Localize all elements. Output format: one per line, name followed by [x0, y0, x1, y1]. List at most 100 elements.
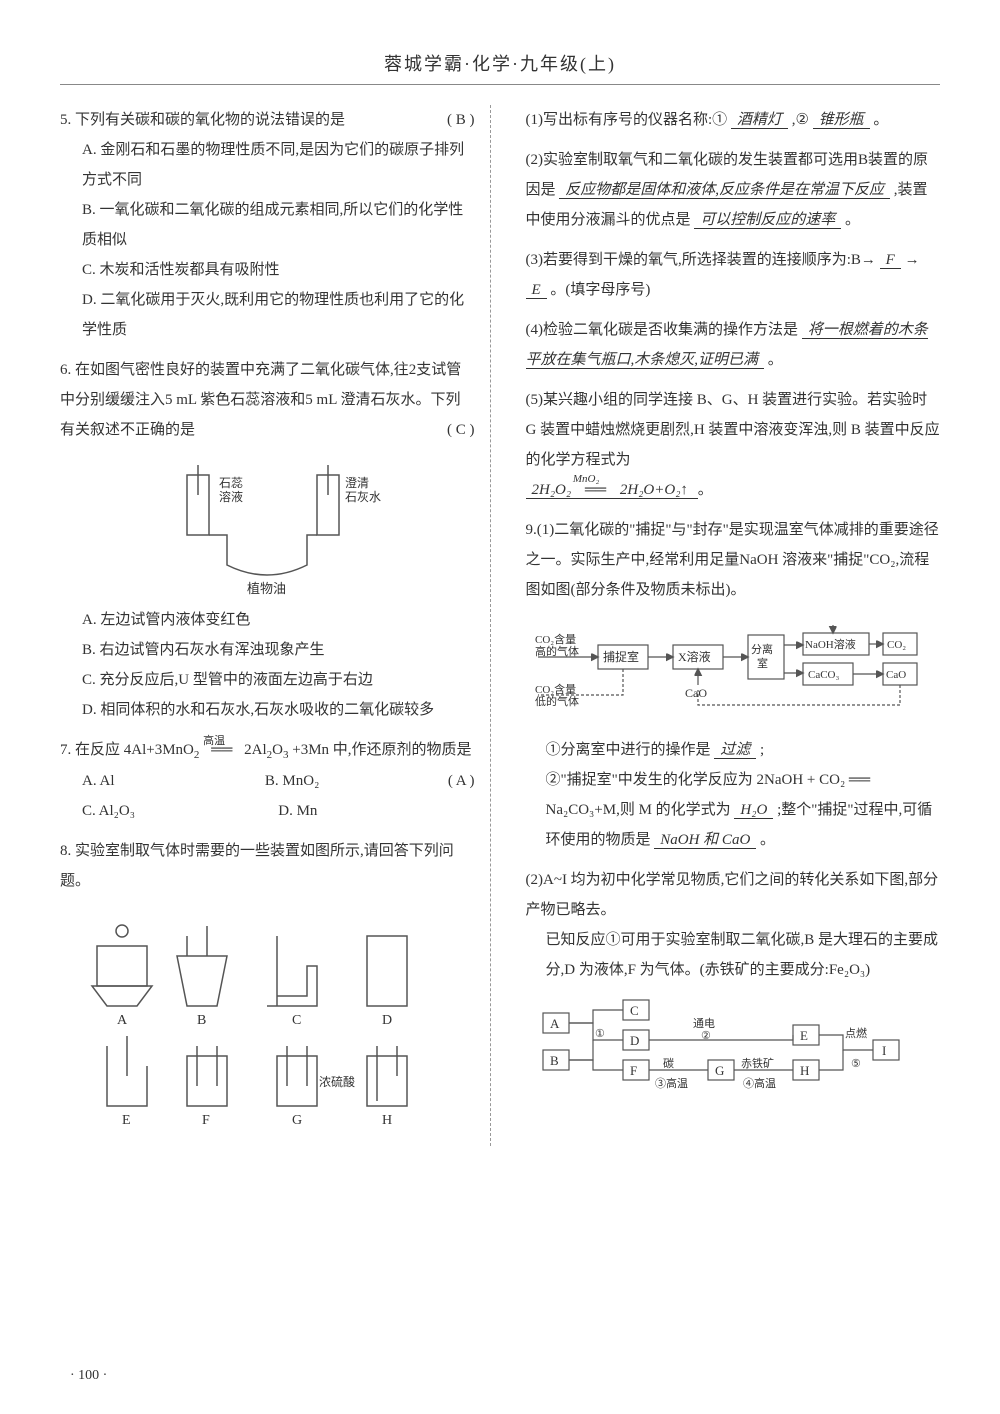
q8-2-ans1: 反应物都是固体和液体,反应条件是在常温下反应: [559, 182, 890, 199]
q9-1-sub1-end: ;: [760, 742, 764, 758]
svg-text:植物油: 植物油: [247, 581, 286, 595]
question-8: 8. 实验室制取气体时需要的一些装置如图所示,请回答下列问题。: [60, 836, 475, 1136]
svg-text:D: D: [630, 1033, 639, 1048]
header-rule: [60, 84, 940, 85]
q8-5-text: (5)某兴趣小组的同学连接 B、G、H 装置进行实验。若实验时 G 装置中蜡烛燃…: [526, 392, 940, 468]
q8-1-ans2: 锥形瓶: [813, 112, 870, 129]
svg-text:室: 室: [757, 656, 768, 670]
svg-text:CO₂含量: CO₂含量: [535, 682, 576, 696]
svg-text:H: H: [382, 1113, 392, 1128]
q7-stem-mid: 2Al: [244, 742, 267, 758]
svg-text:CaO: CaO: [886, 669, 906, 681]
q6-optA: A. 左边试管内液体变红色: [60, 605, 475, 635]
svg-text:I: I: [882, 1043, 886, 1058]
q5-optB: B. 一氧化碳和二氧化碳的组成元素相同,所以它们的化学性质相似: [60, 195, 475, 255]
q8-3-ans2: E: [526, 282, 547, 299]
q8-sub2: (2)实验室制取氧气和二氧化碳的发生装置都可选用B装置的原因是 反应物都是固体和…: [526, 145, 941, 235]
q8-2-end: 。: [845, 212, 860, 228]
svg-text:CaO: CaO: [685, 686, 707, 700]
q7-stem-pre: 7. 在反应 4Al+3MnO: [60, 742, 194, 758]
q8-stem: 8. 实验室制取气体时需要的一些装置如图所示,请回答下列问题。: [60, 836, 475, 896]
q8-3-ans1: F: [880, 252, 901, 269]
svg-text:浓硫酸: 浓硫酸: [319, 1074, 355, 1089]
q7-optC: C. Al₂O₃: [82, 796, 278, 826]
right-column: (1)写出标有序号的仪器名称:① 酒精灯 ,② 锥形瓶 。 (2)实验室制取氧气…: [521, 105, 941, 1146]
svg-text:②: ②: [701, 1030, 711, 1042]
q8-sub5: (5)某兴趣小组的同学连接 B、G、H 装置进行实验。若实验时 G 装置中蜡烛燃…: [526, 385, 941, 505]
svg-text:①: ①: [595, 1028, 605, 1040]
svg-text:A: A: [550, 1016, 560, 1031]
svg-text:溶液: 溶液: [219, 489, 243, 504]
svg-text:低的气体: 低的气体: [535, 694, 579, 708]
q7-optA: A. Al: [82, 766, 265, 796]
q8-2-ans2: 可以控制反应的速率: [694, 212, 841, 229]
q9-2-stem: (2)A~I 均为初中化学常见物质,它们之间的转化关系如下图,部分产物已略去。: [526, 865, 941, 925]
page-number: · 100 ·: [70, 1368, 107, 1384]
q9-1-stem: 9.(1)二氧化碳的"捕捉"与"封存"是实现温室气体减排的重要途径之一。实际生产…: [526, 515, 941, 605]
svg-text:高的气体: 高的气体: [535, 644, 579, 658]
svg-text:⑤: ⑤: [851, 1058, 861, 1070]
svg-text:F: F: [630, 1063, 637, 1078]
q5-answer: ( B ): [447, 105, 475, 135]
svg-text:H: H: [800, 1063, 809, 1078]
q8-sub1: (1)写出标有序号的仪器名称:① 酒精灯 ,② 锥形瓶 。: [526, 105, 941, 135]
svg-text:赤铁矿: 赤铁矿: [741, 1057, 774, 1070]
q6-optC: C. 充分反应后,U 型管中的液面左边高于右边: [60, 665, 475, 695]
q6-optB: B. 右边试管内石灰水有浑浊现象产生: [60, 635, 475, 665]
q6-diagram: 石蕊 溶液 澄清 石灰水 植物油: [60, 455, 475, 595]
q8-4-end: 。: [768, 352, 783, 368]
svg-text:A: A: [117, 1013, 128, 1028]
q8-sub3: (3)若要得到干燥的氧气,所选择装置的连接顺序为:B→ F → E 。(填字母序…: [526, 245, 941, 305]
svg-text:③高温: ③高温: [655, 1076, 688, 1090]
q5-optA: A. 金刚石和石墨的物理性质不同,是因为它们的碳原子排列方式不同: [60, 135, 475, 195]
svg-text:G: G: [292, 1113, 302, 1128]
q8-5-end: 。: [698, 482, 713, 498]
q8-5-ans: 2H₂O₂ MnO₂══ 2H₂O+O₂↑: [526, 482, 698, 499]
q8-1-end: 。: [873, 112, 888, 128]
svg-text:NaOH溶液: NaOH溶液: [805, 637, 856, 651]
svg-text:④高温: ④高温: [743, 1076, 776, 1090]
q9-2-text2: 已知反应①可用于实验室制取二氧化碳,B 是大理石的主要成分,D 为液体,F 为气…: [526, 925, 941, 985]
svg-text:碳: 碳: [663, 1056, 674, 1070]
svg-text:澄清: 澄清: [345, 475, 369, 490]
q9-1-sub1-ans: 过滤: [714, 742, 756, 759]
q8-sub4: (4)检验二氧化碳是否收集满的操作方法是 将一根燃着的木条平放在集气瓶口,木条熄…: [526, 315, 941, 375]
svg-text:F: F: [202, 1113, 210, 1128]
svg-text:X溶液: X溶液: [678, 649, 711, 664]
q5-stem: 5. 下列有关碳和碳的氧化物的说法错误的是: [60, 112, 345, 128]
page-header: 蓉城学霸·化学·九年级(上): [60, 50, 940, 76]
svg-text:分离: 分离: [751, 642, 773, 656]
q9-1-sub1-text: ①分离室中进行的操作是: [546, 742, 711, 758]
svg-text:E: E: [122, 1113, 131, 1128]
q6-stem: 6. 在如图气密性良好的装置中充满了二氧化碳气体,往2支试管中分别缓缓注入5 m…: [60, 362, 461, 438]
q7-optB: B. MnO₂: [265, 766, 448, 796]
q9-1-sub2-ans: H₂O: [734, 802, 773, 819]
question-5: 5. 下列有关碳和碳的氧化物的说法错误的是 ( B ) A. 金刚石和石墨的物理…: [60, 105, 475, 345]
svg-text:石蕊: 石蕊: [219, 476, 243, 490]
svg-text:石灰水: 石灰水: [345, 490, 381, 504]
q9-1-flowchart: CO₂含量 高的气体 捕捉室 CO₂含量 低的气体 X溶液 CaO 分离 室 N…: [526, 615, 941, 725]
q8-diagram: A B C D E F G H 浓硫酸: [60, 906, 475, 1136]
q7-optD: D. Mn: [278, 796, 474, 826]
svg-text:捕捉室: 捕捉室: [603, 649, 639, 664]
q9-1-sub2-ans2: NaOH 和 CaO: [654, 832, 756, 849]
svg-text:B: B: [550, 1053, 559, 1068]
q7-stem-post: +3Mn 中,作还原剂的物质是: [292, 742, 471, 758]
two-column-layout: 5. 下列有关碳和碳的氧化物的说法错误的是 ( B ) A. 金刚石和石墨的物理…: [60, 105, 940, 1146]
q8-1-ans1: 酒精灯: [731, 112, 788, 129]
q8-1-text: (1)写出标有序号的仪器名称:①: [526, 112, 728, 128]
svg-text:E: E: [800, 1028, 808, 1043]
svg-text:CaCO₃: CaCO₃: [808, 669, 840, 681]
svg-text:B: B: [197, 1013, 206, 1028]
svg-text:D: D: [382, 1013, 392, 1028]
q9-1-sub2-end2: 。: [760, 832, 775, 848]
q8-4-text: (4)检验二氧化碳是否收集满的操作方法是: [526, 322, 799, 338]
left-column: 5. 下列有关碳和碳的氧化物的说法错误的是 ( B ) A. 金刚石和石墨的物理…: [60, 105, 491, 1146]
q8-1-mid: ,②: [792, 112, 809, 128]
q5-optD: D. 二氧化碳用于灭火,既利用它的物理性质也利用了它的化学性质: [60, 285, 475, 345]
question-7: 7. 在反应 4Al+3MnO2 高温 ══ 2Al2O3 +3Mn 中,作还原…: [60, 735, 475, 826]
q8-3-text1: (3)若要得到干燥的氧气,所选择装置的连接顺序为:B→: [526, 252, 876, 268]
svg-text:C: C: [630, 1003, 639, 1018]
svg-text:CO₂含量: CO₂含量: [535, 632, 576, 646]
question-9-1: 9.(1)二氧化碳的"捕捉"与"封存"是实现温室气体减排的重要途径之一。实际生产…: [526, 515, 941, 855]
